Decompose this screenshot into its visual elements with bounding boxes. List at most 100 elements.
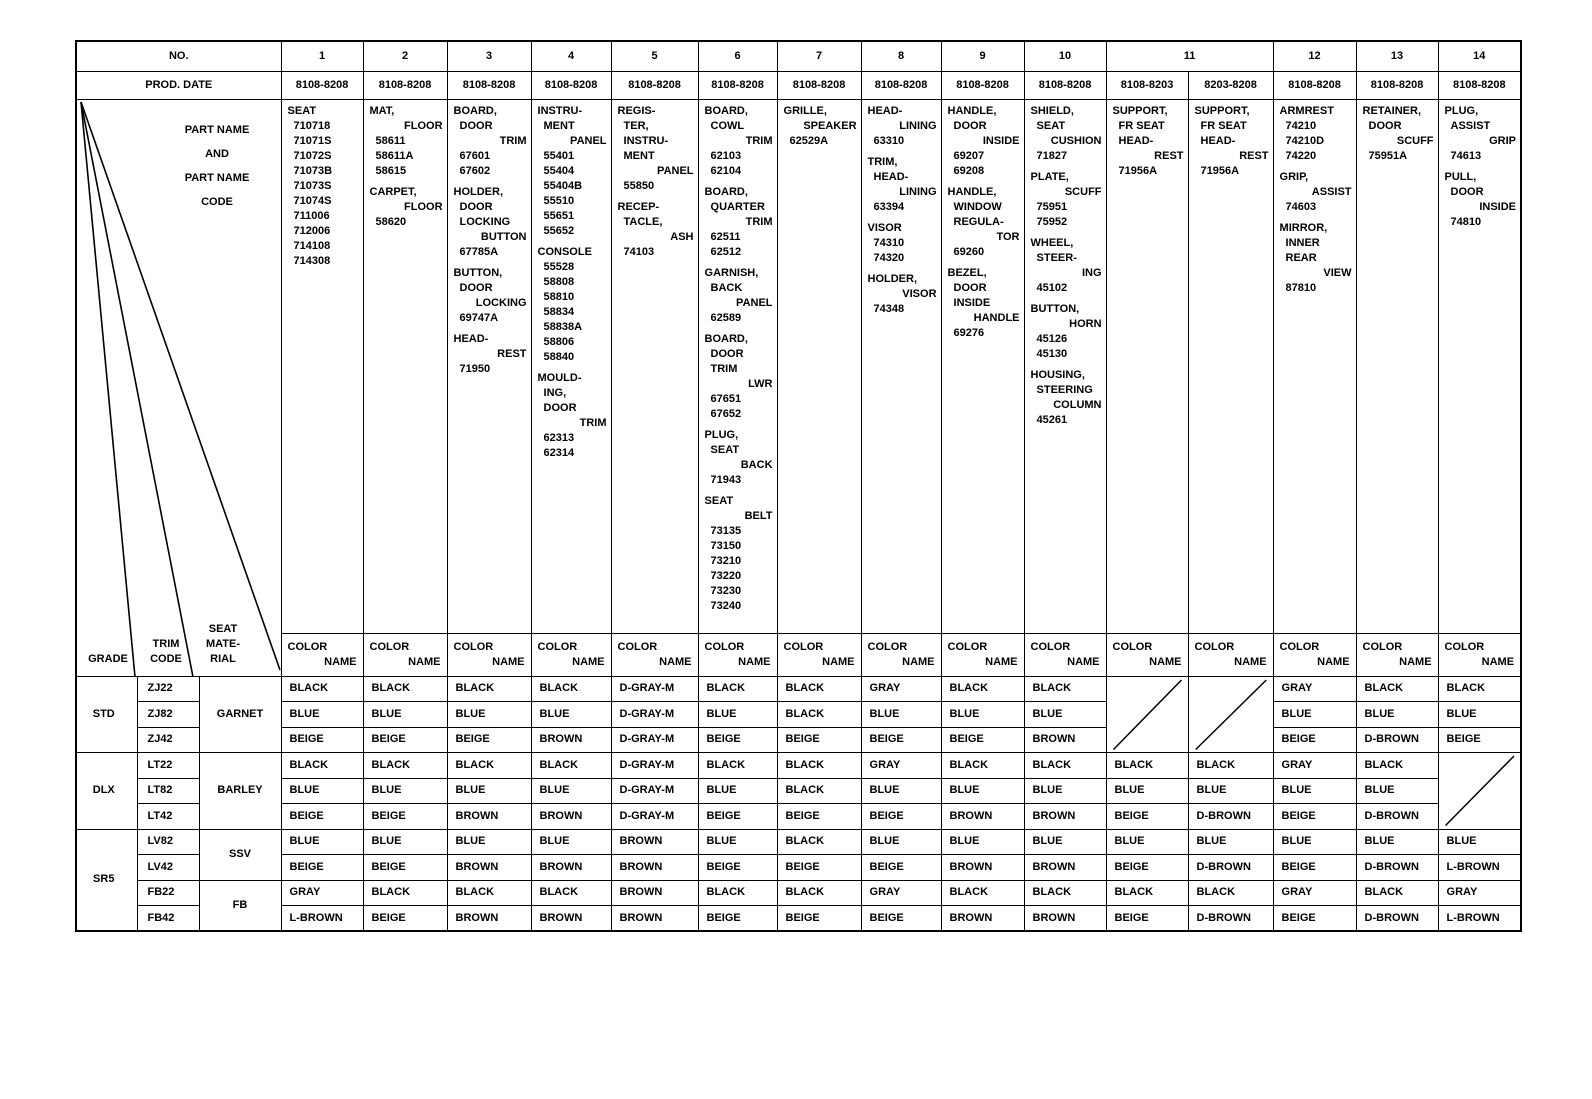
color-name-header: COLOR NAME	[280, 632, 364, 677]
part-cell: RETAINER, DOOR SCUFF 75951A	[1355, 98, 1439, 634]
color-name: GRAY	[289, 886, 321, 899]
part-code: 58620	[375, 215, 407, 228]
part-name-line: TRIM	[745, 134, 773, 147]
part-name-line: BOARD,	[704, 104, 748, 117]
part-name-line: REAR	[1285, 251, 1317, 264]
color-name: BEIGE	[1114, 809, 1149, 822]
part-code: 71943	[710, 473, 742, 486]
color-name: BLACK	[785, 758, 825, 771]
color-cell: BEIGE	[697, 905, 778, 932]
part-name-line: WHEEL,	[1030, 236, 1074, 249]
part-name-line: DOOR	[710, 347, 744, 360]
part-entry: GRIP, ASSIST 74603	[1280, 170, 1352, 215]
color-cell: D-GRAY-M	[610, 675, 699, 702]
color-name: BLUE	[1196, 835, 1227, 848]
color-name-header: COLOR NAME	[776, 632, 862, 677]
part-name-line: BOARD,	[704, 332, 748, 345]
prod-date: 8108-8208	[446, 70, 532, 100]
part-entry: HEAD- LINING 63310	[868, 104, 937, 149]
part-name-line: BACK	[710, 281, 743, 294]
column-number: 1	[280, 40, 364, 72]
color-name: BLACK	[289, 682, 329, 695]
seat-material-cell: BARLEY	[198, 752, 282, 830]
color-name: BROWN	[949, 911, 993, 924]
part-name-line: HOLDER,	[453, 185, 504, 198]
part-code: 74810	[1450, 215, 1482, 228]
color-name: BEIGE	[1281, 911, 1316, 924]
part-code: 75951	[1036, 200, 1068, 213]
color-name: BEIGE	[785, 911, 820, 924]
color-cell: BEIGE	[860, 726, 942, 753]
color-cell: BROWN	[530, 803, 612, 830]
color-name: BLUE	[455, 707, 486, 720]
part-name-line: GRILLE,	[783, 104, 827, 117]
trim-row: SR5 LV82 SSV BLUE BLUE BLUE BLUE BROWN BLUE BLACK…	[75, 828, 1522, 932]
color-name: BEIGE	[706, 809, 741, 822]
part-code: 58810	[543, 290, 575, 303]
no-label-text: NO.	[168, 49, 189, 62]
color-name: BLUE	[1364, 835, 1395, 848]
color-cell: BLACK	[1105, 879, 1189, 906]
part-code: 55528	[543, 260, 575, 273]
trim-code-text: FB22	[147, 886, 175, 899]
color-cell: BLACK	[1187, 752, 1274, 779]
color-cell: D-GRAY-M	[610, 726, 699, 753]
color-name: BEIGE	[785, 733, 820, 746]
color-cell: BROWN	[940, 905, 1025, 932]
color-name: BLACK	[1364, 886, 1404, 899]
color-name: BLUE	[539, 784, 570, 797]
color-name: BLACK	[785, 784, 825, 797]
no-label: NO.	[75, 40, 282, 72]
part-name-line: SEAT	[704, 494, 734, 507]
prod-date-label: PROD. DATE	[75, 70, 282, 100]
color-name: BEIGE	[785, 809, 820, 822]
color-cell: BEIGE	[280, 726, 364, 753]
seat-material-text: FB	[232, 898, 248, 911]
part-code: 62104	[710, 164, 742, 177]
part-name-line: PANEL	[736, 296, 773, 309]
part-name-line: INSTRU-	[623, 134, 669, 147]
part-code: 58806	[543, 335, 575, 348]
color-cell: BLUE	[446, 777, 532, 804]
prod-date-text: 8108-8208	[792, 78, 846, 91]
part-code: 74320	[873, 251, 905, 264]
part-name-line: ASSIST	[1311, 185, 1352, 198]
part-name-line: TRIM,	[867, 155, 898, 168]
color-name: BLACK	[1114, 886, 1154, 899]
color-name: D-GRAY-M	[619, 733, 675, 746]
color-cell: BLACK	[446, 675, 532, 702]
color-cell: BEIGE	[940, 726, 1025, 753]
color-name: D-BROWN	[1364, 860, 1419, 873]
color-cell: BLUE	[1187, 777, 1274, 804]
prod-date: 8108-8208	[530, 70, 612, 100]
color-cell: BLUE	[860, 777, 942, 804]
color-name: BEIGE	[1281, 733, 1316, 746]
color-cell: BEIGE	[776, 905, 862, 932]
column-number-text: 1	[318, 49, 326, 62]
part-code: 62529A	[789, 134, 829, 147]
part-code: 711006	[293, 209, 330, 222]
color-name: BLACK	[1364, 682, 1404, 695]
part-code: 71073B	[293, 164, 333, 177]
trim-code-cell: FB22	[136, 879, 200, 906]
trim-row: DLX LT22 BARLEY BLACK BLACK BLACK BLACK D-GRAY-…	[75, 752, 1522, 830]
color-cell: BLACK	[776, 828, 862, 855]
part-cell: SEAT 710718 71071S 71072S 71073B 71073S 71074S…	[280, 98, 364, 634]
part-name-line: WINDOW	[953, 200, 1002, 213]
part-code: 74603	[1285, 200, 1317, 213]
color-word: COLOR	[783, 640, 824, 653]
part-name-line: VISOR	[902, 287, 937, 300]
color-cell: BROWN	[610, 905, 699, 932]
part-code: 67785A	[459, 245, 499, 258]
color-name: D-GRAY-M	[619, 784, 675, 797]
part-code: 62589	[710, 311, 742, 324]
color-cell: BLUE	[1187, 828, 1274, 855]
part-code: 714308	[293, 254, 331, 267]
part-name-line: HANDLE	[973, 311, 1020, 324]
color-word: COLOR	[1112, 640, 1153, 653]
part-name-line: SUPPORT,	[1112, 104, 1168, 117]
seat-material-cell: FB	[198, 879, 282, 932]
part-name-line: TER,	[623, 119, 649, 132]
column-number: 2	[362, 40, 448, 72]
color-word: COLOR	[453, 640, 494, 653]
